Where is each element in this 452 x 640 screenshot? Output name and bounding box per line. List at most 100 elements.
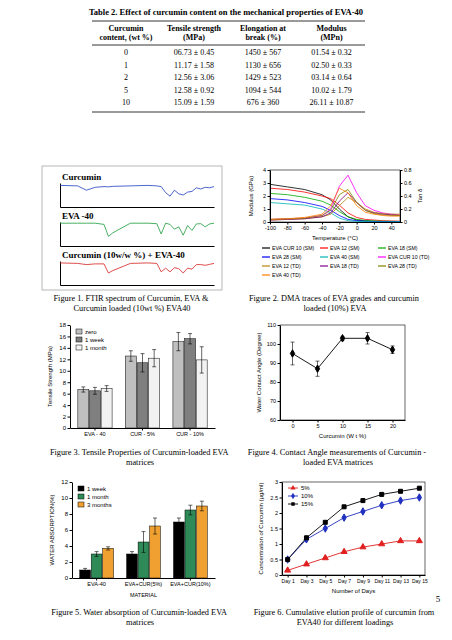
axis: 05101520: [281, 420, 406, 429]
bar: [196, 506, 207, 578]
caption-line: Figure 3. Tensile Properties of Curcumin…: [50, 448, 230, 457]
tick-label: CUR - 5%: [130, 431, 155, 437]
tick-label: 0.8: [404, 167, 412, 173]
bar: [125, 356, 136, 428]
tick: Day 3: [300, 575, 313, 584]
tick-label: 8: [63, 380, 67, 386]
caption-line: Figure 1. FTIR spectrum of Curcumin, EVA…: [53, 294, 210, 303]
table-header: (MPn): [320, 33, 343, 42]
caption-line: Figure 2. DMA traces of EVA grades and c…: [249, 294, 421, 303]
tick-mark: [278, 363, 281, 364]
caption-line: loaded EVA matrices: [303, 458, 373, 467]
tick-mark: [70, 498, 73, 499]
tick-label: Day 5: [319, 578, 332, 584]
legend-swatch: [320, 265, 328, 266]
marker: [417, 486, 421, 490]
tick: 10: [61, 495, 72, 501]
tick: 10: [340, 420, 346, 429]
legend-swatch: [262, 256, 270, 257]
tick: 110: [267, 322, 280, 328]
tick: 6: [63, 391, 70, 397]
tick-mark: [280, 482, 283, 483]
tick: 2: [65, 559, 72, 565]
tick-mark: [68, 336, 71, 337]
chart: 024681012EVA-40EVA+CUR(5%)EVA+CUR(10%)WA…: [49, 479, 216, 598]
tick-mark: [400, 196, 403, 197]
axis-title: Curcumin (W t %): [319, 433, 366, 439]
tick: 2.5: [270, 495, 282, 501]
tick-mark: [143, 578, 144, 581]
tick-mark: [190, 428, 191, 431]
tick: 2: [63, 414, 70, 420]
caption: Figure 1. FTIR spectrum of Curcumin, EVA…: [53, 294, 210, 313]
tick: 2: [275, 510, 282, 516]
table-header: Modulus: [316, 24, 346, 33]
tick-mark: [70, 578, 73, 579]
spectrum-line: [60, 223, 214, 236]
caption-line: Figure 6. Cumulative elution profile of …: [254, 608, 437, 617]
legend-label: EVA 40 (SM): [330, 254, 360, 260]
marker: [315, 365, 319, 372]
error-bar: [188, 334, 192, 344]
axis-line: [60, 262, 61, 286]
axis-line: [60, 223, 61, 247]
tick: 40: [389, 222, 395, 231]
axis: EVA - 40CUR - 5%CUR - 10%: [71, 428, 216, 437]
legend-label: EVA 28 (SM): [272, 254, 302, 260]
table-cell: 1450 ± 567: [245, 48, 281, 57]
error-bar: [391, 346, 395, 354]
legend-swatch: [76, 337, 82, 342]
tick-mark: [278, 344, 281, 345]
table-cell: 1130 ± 656: [245, 61, 281, 70]
table-cell: 2: [124, 73, 128, 82]
tick: -20: [336, 222, 344, 231]
tick-label: 3: [275, 479, 278, 485]
tick: EVA+CUR(5%): [125, 578, 163, 587]
tick-mark: [400, 209, 403, 210]
table-rule: [92, 45, 365, 46]
panel-label: Curcumin (10w/w %) + EVA-40: [62, 250, 185, 260]
marker: [304, 536, 308, 543]
tick-label: 15: [365, 423, 371, 429]
tick: EVA+CUR(10%): [170, 578, 211, 587]
tick-mark: [268, 183, 271, 184]
error-bar: [93, 387, 97, 394]
tick-mark: [280, 498, 283, 499]
tick-label: 5: [316, 423, 319, 429]
tick-label: 0: [356, 225, 359, 231]
series-line: [270, 197, 400, 220]
legend-label: 3 months: [87, 502, 112, 508]
legend-swatch: [78, 486, 84, 491]
table-header: Elongation at: [240, 24, 286, 33]
tick-label: 10: [61, 495, 68, 501]
legend: EVA CUR 10 (SM)EVA 12 (SM)EVA 18 (SM)EVA…: [262, 245, 430, 278]
bar: [173, 342, 184, 428]
marker: [342, 514, 346, 521]
axis: Day 1Day 3Day 5Day 7Day 9Day 11Day 13Day…: [282, 575, 428, 584]
error-bar: [95, 552, 99, 557]
tick-mark: [68, 382, 71, 383]
axis-line: [61, 285, 215, 286]
axis: [60, 223, 61, 247]
bar: [185, 510, 196, 578]
tick: 18: [59, 322, 70, 328]
page-number: 5: [436, 594, 441, 604]
tick-label: 0: [275, 572, 278, 578]
tick: 5: [316, 420, 319, 429]
caption: Figure 4. Contact Angle measurements of …: [248, 448, 428, 467]
plot-frame: [270, 170, 400, 222]
tick: 14: [59, 345, 70, 351]
bar: [137, 363, 148, 428]
tick: 70: [270, 398, 280, 404]
panel-label: EVA -40: [62, 211, 94, 221]
legend-marker: [291, 502, 294, 505]
tick: 0: [356, 222, 359, 231]
tick-mark: [70, 562, 73, 563]
table-header: content, (wt %): [99, 33, 152, 42]
tick-mark: [96, 578, 97, 581]
plot-area: [60, 223, 214, 236]
legend-swatch: [78, 502, 84, 507]
tick: 90: [270, 360, 280, 366]
table-cell: 26.11 ± 10.87: [309, 98, 353, 107]
axis-line: [282, 483, 283, 576]
